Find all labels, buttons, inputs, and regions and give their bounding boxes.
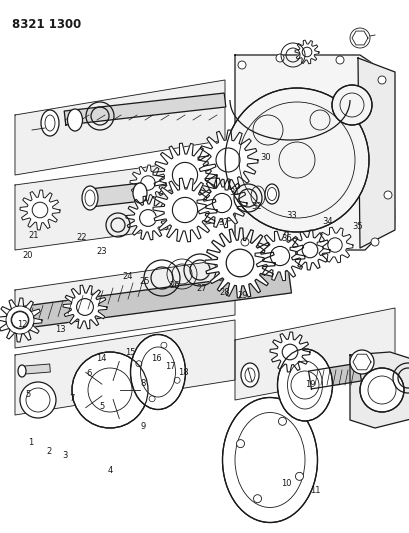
Ellipse shape (41, 110, 59, 136)
Ellipse shape (240, 363, 258, 387)
Text: 8: 8 (139, 379, 145, 388)
Text: 5: 5 (99, 402, 104, 410)
Text: 18: 18 (178, 368, 189, 376)
Text: 1: 1 (28, 438, 33, 447)
Text: 2: 2 (47, 448, 52, 456)
Circle shape (236, 440, 244, 448)
Text: 7: 7 (69, 394, 74, 403)
Ellipse shape (222, 398, 317, 522)
Text: 30: 30 (260, 153, 270, 161)
Text: 6: 6 (86, 369, 92, 377)
Polygon shape (0, 298, 42, 342)
Ellipse shape (130, 335, 185, 409)
Text: 32: 32 (250, 203, 261, 211)
Circle shape (383, 191, 391, 199)
Polygon shape (349, 352, 409, 428)
Polygon shape (15, 155, 234, 250)
Polygon shape (357, 58, 394, 248)
Text: 34: 34 (321, 217, 332, 225)
Text: 23: 23 (96, 247, 107, 256)
Polygon shape (153, 143, 216, 207)
Text: 29: 29 (237, 292, 247, 300)
Polygon shape (63, 285, 107, 329)
Text: 37: 37 (218, 219, 228, 227)
Polygon shape (234, 308, 394, 400)
Polygon shape (89, 183, 143, 207)
Text: 27: 27 (196, 285, 207, 293)
Circle shape (278, 417, 286, 425)
Circle shape (240, 238, 248, 246)
Circle shape (20, 382, 56, 418)
Circle shape (225, 88, 368, 232)
Text: 26: 26 (169, 281, 179, 289)
Circle shape (370, 238, 378, 246)
Text: 5: 5 (25, 390, 30, 399)
Polygon shape (15, 320, 234, 415)
Text: 9: 9 (140, 422, 145, 431)
Circle shape (253, 495, 261, 503)
Polygon shape (196, 178, 246, 228)
Polygon shape (204, 228, 274, 298)
Text: 10: 10 (280, 480, 291, 488)
Text: 36: 36 (280, 235, 291, 243)
Polygon shape (270, 332, 309, 372)
Text: 14: 14 (96, 354, 107, 362)
Text: 33: 33 (286, 212, 297, 220)
Circle shape (331, 85, 371, 125)
Text: 11: 11 (310, 486, 320, 495)
Text: 25: 25 (139, 277, 149, 286)
Polygon shape (254, 231, 304, 281)
Text: 31: 31 (229, 189, 239, 197)
Ellipse shape (277, 349, 332, 421)
Ellipse shape (67, 109, 82, 131)
Text: 28: 28 (219, 288, 229, 296)
Circle shape (349, 28, 369, 48)
Text: 13: 13 (55, 325, 66, 334)
Ellipse shape (18, 365, 26, 377)
Polygon shape (15, 258, 234, 348)
Text: 24: 24 (122, 272, 133, 280)
Text: 22: 22 (76, 233, 86, 241)
Circle shape (359, 368, 403, 412)
Polygon shape (15, 80, 225, 175)
Circle shape (72, 352, 148, 428)
Text: 20: 20 (22, 252, 33, 260)
Text: 21: 21 (28, 231, 39, 240)
Polygon shape (198, 130, 257, 190)
Polygon shape (16, 271, 291, 329)
Text: 35: 35 (351, 222, 362, 231)
Text: 3: 3 (62, 451, 67, 460)
Ellipse shape (133, 183, 147, 203)
Text: 8321 1300: 8321 1300 (12, 18, 81, 31)
Text: 17: 17 (164, 362, 175, 371)
Circle shape (295, 472, 303, 480)
Polygon shape (130, 165, 166, 201)
Circle shape (237, 61, 245, 69)
Polygon shape (308, 363, 361, 389)
Text: 15: 15 (125, 349, 135, 357)
Text: 4: 4 (108, 466, 113, 474)
Circle shape (275, 54, 283, 62)
Polygon shape (234, 55, 394, 250)
Ellipse shape (82, 186, 98, 210)
Polygon shape (294, 40, 318, 64)
Text: 16: 16 (151, 354, 162, 362)
Circle shape (335, 56, 343, 64)
Circle shape (377, 76, 385, 84)
Ellipse shape (264, 184, 278, 204)
Polygon shape (25, 364, 50, 374)
Polygon shape (64, 93, 225, 125)
Circle shape (349, 350, 373, 374)
Polygon shape (289, 230, 329, 270)
Text: 12: 12 (17, 320, 28, 328)
Polygon shape (126, 196, 170, 240)
Polygon shape (20, 190, 60, 230)
Polygon shape (316, 227, 352, 263)
Polygon shape (153, 178, 216, 242)
Text: 19: 19 (305, 381, 315, 389)
